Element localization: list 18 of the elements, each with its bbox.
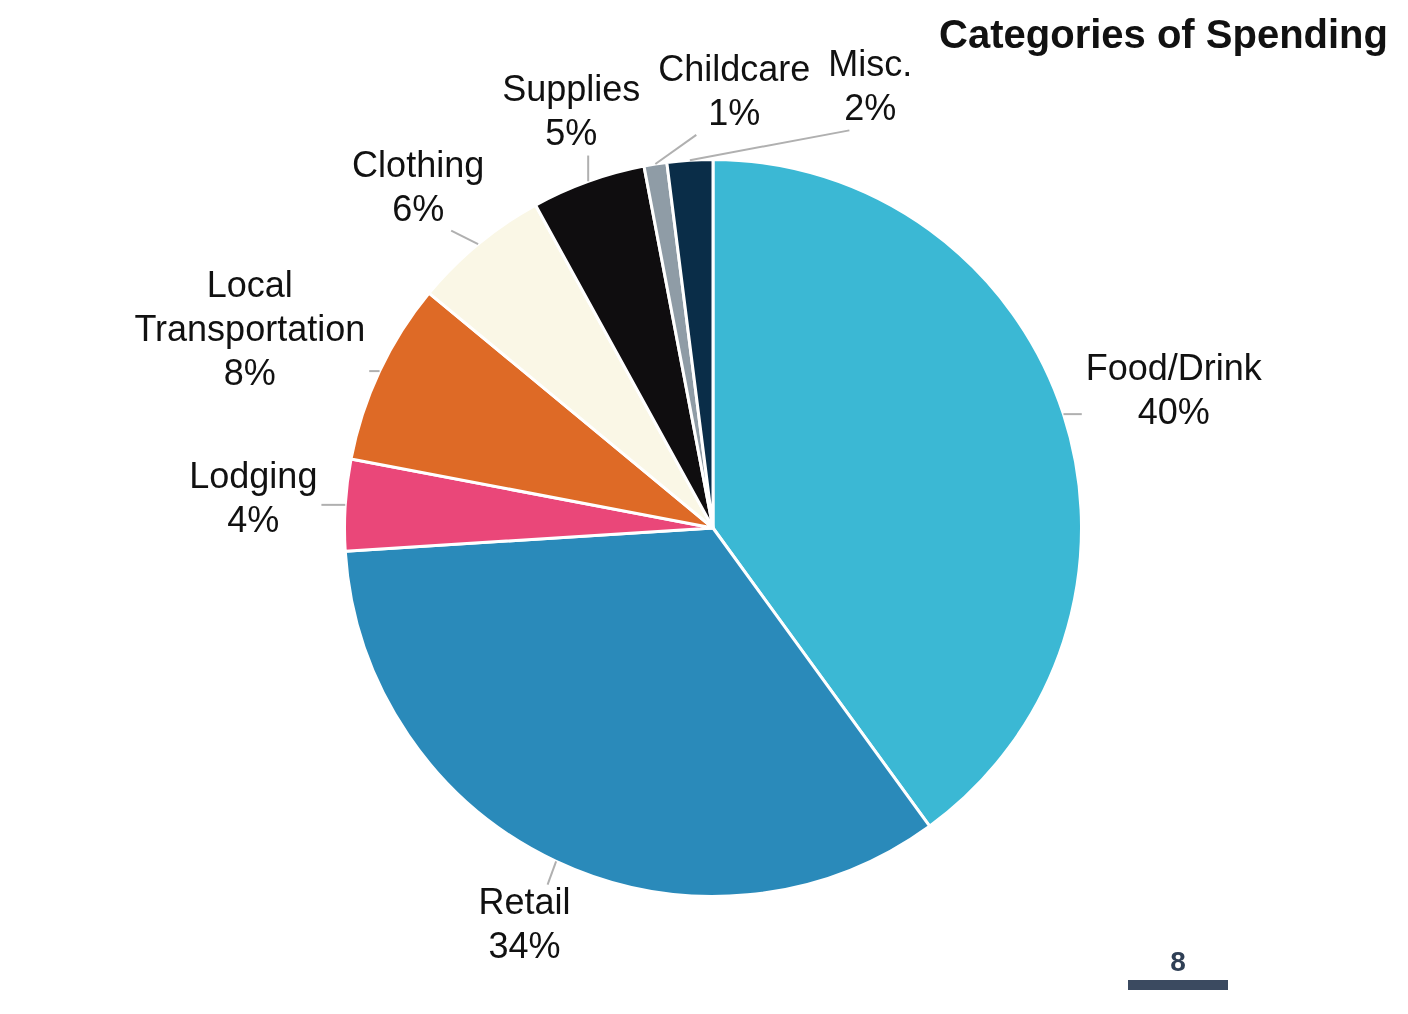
data-label: 4% — [227, 499, 280, 541]
data-label: 6% — [392, 187, 445, 229]
slice-label: Retail — [478, 881, 571, 923]
slice-label: Childcare — [658, 47, 811, 89]
slice-label: Misc. — [828, 43, 913, 85]
data-label: 34% — [488, 925, 561, 967]
data-label: 40% — [1137, 390, 1210, 432]
data-label: 5% — [545, 112, 598, 154]
data-label: 2% — [844, 87, 897, 129]
slice-label: Clothing — [352, 143, 485, 185]
data-label: 8% — [223, 352, 276, 393]
slice-label: Food/Drink — [1085, 346, 1263, 388]
chart-title: Categories of Spending — [939, 12, 1388, 57]
slice-label: Lodging — [189, 455, 318, 497]
data-label: 1% — [708, 91, 761, 133]
text: 8 — [1169, 946, 1187, 978]
slice-label: Supplies — [502, 68, 641, 110]
slice-label: Local Transportation — [134, 264, 366, 349]
